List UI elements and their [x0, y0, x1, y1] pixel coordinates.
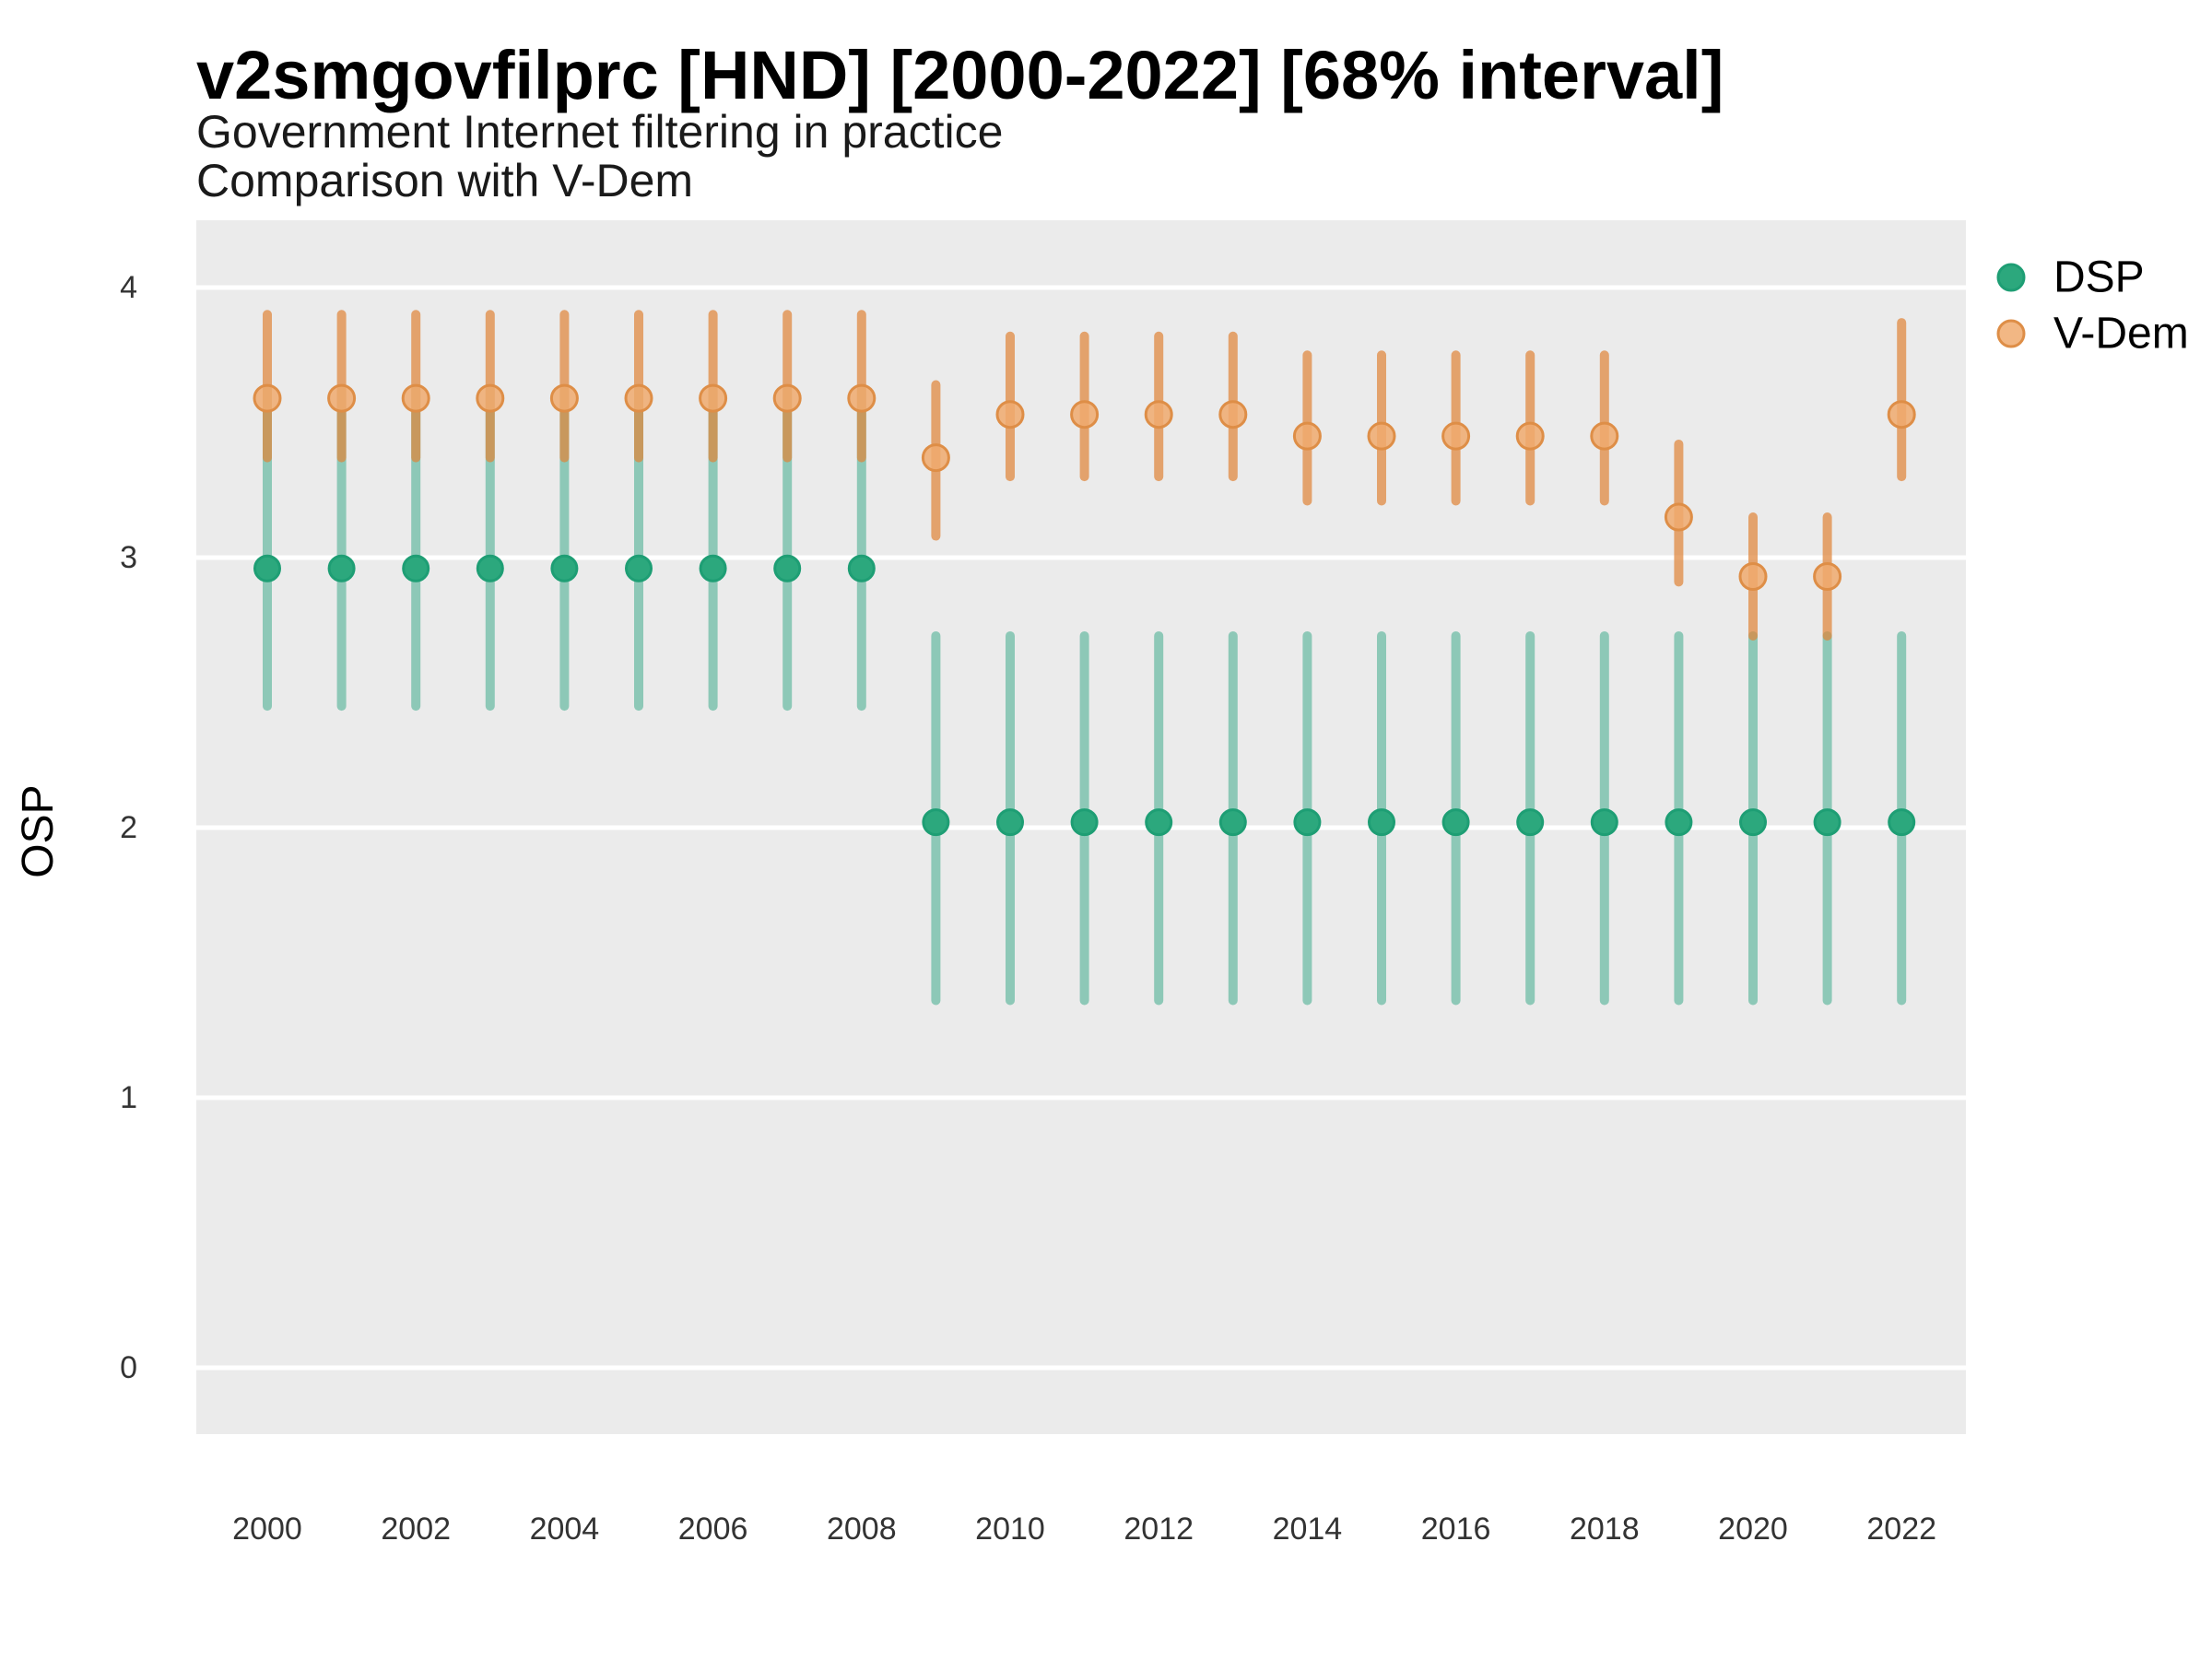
y-tick-label: 2	[120, 810, 137, 845]
vdem-point	[772, 383, 802, 413]
vdem-point	[401, 383, 430, 413]
x-tick-label: 2014	[1273, 1512, 1343, 1547]
vdem-point	[476, 383, 505, 413]
vdem-point	[1813, 562, 1842, 592]
vdem-point	[847, 383, 877, 413]
vdem-point	[1218, 400, 1248, 429]
x-tick-label: 2006	[678, 1512, 748, 1547]
vdem-point	[1515, 421, 1545, 451]
y-tick-label: 0	[120, 1350, 137, 1385]
y-axis-tick-labels: 0 1 2 3 4	[120, 270, 137, 1385]
dsp-point	[1070, 808, 1099, 837]
x-tick-label: 2016	[1421, 1512, 1491, 1547]
dsp-point	[996, 808, 1024, 837]
x-tick-label: 2018	[1570, 1512, 1640, 1547]
dsp-point	[1590, 808, 1618, 837]
dsp-point	[1368, 808, 1395, 837]
x-tick-label: 2012	[1124, 1512, 1194, 1547]
dsp-point	[922, 808, 950, 837]
vdem-point	[1887, 400, 1916, 429]
dsp-point	[1293, 808, 1322, 837]
x-tick-label: 2004	[530, 1512, 600, 1547]
vdem-point	[624, 383, 653, 413]
dsp-point	[1888, 808, 1916, 837]
dsp-point	[625, 554, 653, 582]
x-tick-label: 2022	[1866, 1512, 1936, 1547]
dsp-point	[1516, 808, 1545, 837]
chart-subtitle-line2: Comparison with V-Dem	[196, 155, 693, 206]
dsp-point	[327, 554, 356, 582]
dsp-point	[1218, 808, 1247, 837]
legend-dsp-dot-icon	[1996, 263, 2026, 292]
vdem-point	[1664, 502, 1693, 532]
x-tick-label: 2000	[232, 1512, 302, 1547]
dsp-point	[1813, 808, 1841, 837]
dsp-point	[253, 554, 281, 582]
dsp-point	[1739, 808, 1767, 837]
vdem-point	[1441, 421, 1471, 451]
dsp-point	[1441, 808, 1470, 837]
vdem-point	[1144, 400, 1173, 429]
vdem-point	[1292, 421, 1322, 451]
x-tick-label: 2008	[827, 1512, 897, 1547]
vdem-point	[995, 400, 1025, 429]
y-axis-title: OSP	[14, 784, 63, 877]
vdem-point	[327, 383, 357, 413]
dsp-point	[773, 554, 802, 582]
legend: DSP V-Dem	[1996, 253, 2189, 359]
y-tick-label: 4	[120, 270, 137, 305]
x-tick-label: 2020	[1718, 1512, 1788, 1547]
y-tick-label: 3	[120, 540, 137, 575]
y-tick-label: 1	[120, 1080, 137, 1115]
x-tick-label: 2010	[975, 1512, 1045, 1547]
vdem-point	[699, 383, 728, 413]
vdem-point	[1070, 400, 1100, 429]
vdem-point	[1367, 421, 1396, 451]
vdem-point	[1738, 562, 1768, 592]
chart-subtitle-line1: Government Internet filtering in practic…	[196, 106, 1003, 158]
dsp-point	[1145, 808, 1173, 837]
dsp-point	[476, 554, 504, 582]
legend-vdem-label: V-Dem	[2053, 310, 2189, 359]
x-axis-tick-labels: 2000 2002 2004 2006 2008 2010 2012 2014 2016 2018…	[232, 1512, 1936, 1547]
dsp-point	[402, 554, 430, 582]
x-tick-label: 2002	[381, 1512, 451, 1547]
vdem-point	[921, 443, 950, 473]
legend-dsp-label: DSP	[2053, 253, 2145, 302]
vdem-point	[549, 383, 579, 413]
chart-title: v2smgovfilprc [HND] [2000-2022] [68% int…	[196, 37, 1724, 113]
dsp-point	[847, 554, 876, 582]
vdem-points	[253, 383, 1916, 592]
dsp-points	[253, 554, 1916, 837]
dsp-point	[550, 554, 579, 582]
vdem-point	[253, 383, 282, 413]
dsp-point	[1665, 808, 1693, 837]
dsp-point	[699, 554, 727, 582]
legend-vdem-dot-icon	[1996, 319, 2026, 348]
vdem-point	[1590, 421, 1619, 451]
